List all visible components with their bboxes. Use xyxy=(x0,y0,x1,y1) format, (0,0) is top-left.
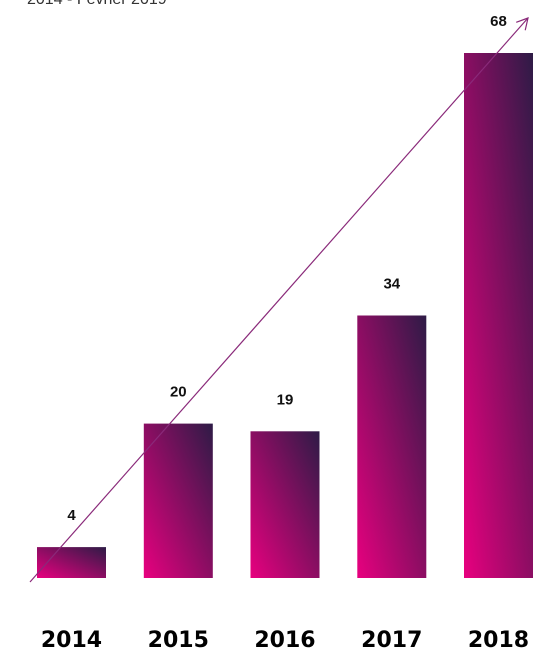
value-label-2016: 19 xyxy=(277,391,294,408)
bar-2016 xyxy=(250,431,320,578)
value-label-2017: 34 xyxy=(383,276,400,293)
bar-2015 xyxy=(143,423,213,578)
year-labels-group: 2014 2015 2016 2017 2018 xyxy=(41,628,529,648)
year-label-2014: 2014 xyxy=(41,628,102,648)
year-label-2015: 2015 xyxy=(148,628,209,648)
bar-2018 xyxy=(464,53,533,578)
bar-2014 xyxy=(37,547,106,578)
value-label-2018: 68 xyxy=(490,13,507,30)
bar-2017 xyxy=(357,315,427,578)
year-label-2018: 2018 xyxy=(468,628,529,648)
value-label-2015: 20 xyxy=(170,384,187,401)
bars-group xyxy=(37,53,533,578)
value-label-2014: 4 xyxy=(67,507,76,524)
trend-arrow xyxy=(29,17,529,583)
year-label-2016: 2016 xyxy=(254,628,315,648)
year-label-2017: 2017 xyxy=(361,628,422,648)
value-labels-group: 4 20 19 34 68 xyxy=(67,13,507,524)
